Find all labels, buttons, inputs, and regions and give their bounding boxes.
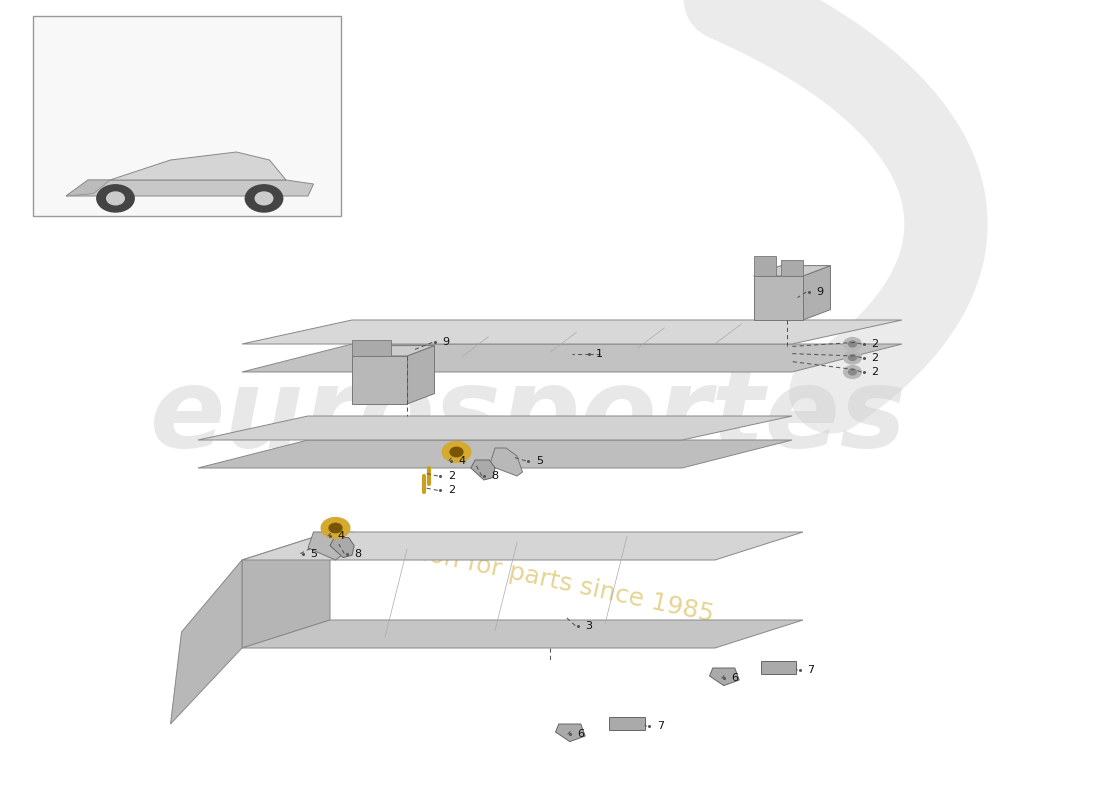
- Circle shape: [107, 192, 124, 205]
- Polygon shape: [242, 320, 902, 344]
- Text: 8: 8: [354, 549, 361, 558]
- Polygon shape: [242, 532, 803, 560]
- Circle shape: [844, 366, 861, 378]
- Text: eurosportes: eurosportes: [150, 362, 906, 470]
- Text: 4: 4: [338, 531, 344, 541]
- Circle shape: [848, 341, 857, 347]
- Text: 1: 1: [596, 349, 603, 358]
- Polygon shape: [352, 356, 407, 404]
- Text: 7: 7: [657, 722, 663, 731]
- Circle shape: [245, 185, 283, 212]
- Polygon shape: [754, 256, 776, 276]
- Text: 9: 9: [442, 338, 449, 347]
- Polygon shape: [781, 260, 803, 276]
- Text: 8: 8: [492, 471, 498, 481]
- Polygon shape: [556, 724, 585, 742]
- Polygon shape: [471, 460, 495, 480]
- Polygon shape: [110, 152, 286, 180]
- Polygon shape: [710, 668, 739, 686]
- Circle shape: [844, 351, 861, 364]
- Text: 5: 5: [536, 456, 542, 466]
- Polygon shape: [66, 180, 314, 196]
- Text: 4: 4: [459, 456, 465, 466]
- Polygon shape: [242, 532, 330, 648]
- Polygon shape: [242, 344, 902, 372]
- Polygon shape: [754, 266, 830, 276]
- Text: 2: 2: [871, 367, 878, 377]
- Text: 7: 7: [807, 666, 814, 675]
- Circle shape: [848, 354, 857, 361]
- Circle shape: [97, 185, 134, 212]
- Text: 2: 2: [448, 471, 454, 481]
- Polygon shape: [754, 276, 803, 320]
- Text: 9: 9: [816, 287, 823, 297]
- Polygon shape: [170, 560, 242, 724]
- Polygon shape: [198, 416, 792, 440]
- Polygon shape: [66, 180, 110, 196]
- Polygon shape: [803, 266, 830, 320]
- Polygon shape: [490, 448, 522, 476]
- Text: 2: 2: [871, 339, 878, 349]
- Polygon shape: [352, 340, 390, 356]
- Text: 6: 6: [732, 674, 738, 683]
- Circle shape: [450, 447, 463, 457]
- Bar: [33, 16, 341, 216]
- Circle shape: [442, 442, 471, 462]
- Text: 5: 5: [310, 549, 317, 558]
- Polygon shape: [352, 346, 434, 356]
- Text: 2: 2: [871, 353, 878, 362]
- Polygon shape: [242, 620, 803, 648]
- Circle shape: [255, 192, 273, 205]
- Text: 6: 6: [578, 730, 584, 739]
- Text: 3: 3: [585, 621, 592, 630]
- Circle shape: [848, 369, 857, 375]
- Polygon shape: [198, 440, 792, 468]
- Polygon shape: [308, 532, 341, 560]
- Text: 2: 2: [448, 486, 454, 495]
- Bar: [761, 661, 796, 674]
- Text: a passion for parts since 1985: a passion for parts since 1985: [341, 525, 715, 627]
- Circle shape: [844, 338, 861, 350]
- Polygon shape: [407, 346, 434, 404]
- Circle shape: [329, 523, 342, 533]
- Bar: [609, 717, 645, 730]
- Circle shape: [321, 518, 350, 538]
- Polygon shape: [330, 538, 354, 558]
